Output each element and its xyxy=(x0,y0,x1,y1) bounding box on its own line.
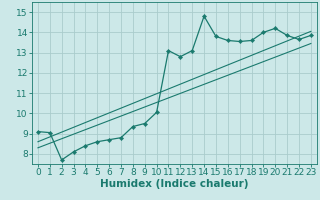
X-axis label: Humidex (Indice chaleur): Humidex (Indice chaleur) xyxy=(100,179,249,189)
